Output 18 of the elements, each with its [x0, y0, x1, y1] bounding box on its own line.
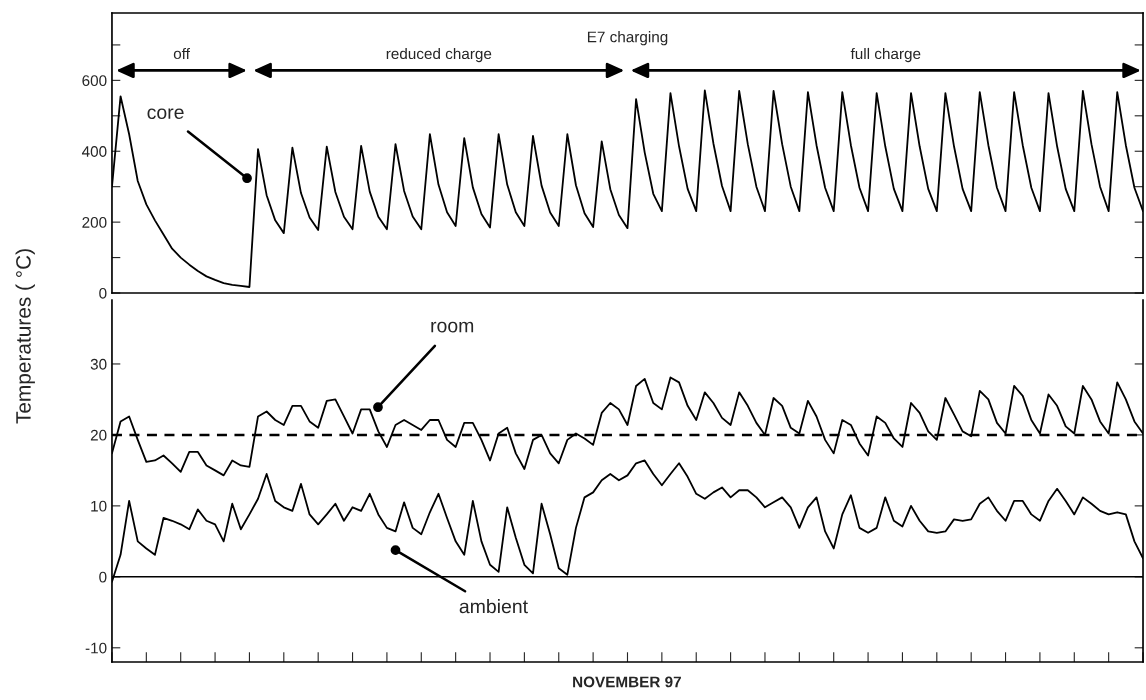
annotation: full charge [850, 47, 921, 63]
y-tick-label: 400 [81, 146, 107, 157]
text: room [431, 321, 474, 333]
y-axis-title: Temperatures ( °C) [15, 249, 35, 424]
series-label: ambient [459, 599, 528, 614]
y-tick-label: -10 [85, 642, 107, 654]
y-tick-label: 200 [82, 217, 107, 228]
annotation: reduced charge [386, 47, 492, 63]
annotation: off [173, 47, 190, 60]
y-tick-label: 600 [82, 75, 107, 87]
series-label: core [147, 108, 184, 120]
y-tick-label: 20 [90, 429, 107, 441]
text: E7 charging [587, 31, 668, 46]
y-tick-label: 0 [99, 571, 107, 583]
x-axis-title: NOVEMBER 97 [573, 676, 681, 688]
y-tick-label: 30 [90, 358, 107, 370]
y-tick-label: 10 [91, 500, 107, 512]
y-tick-label: 0 [99, 287, 107, 299]
